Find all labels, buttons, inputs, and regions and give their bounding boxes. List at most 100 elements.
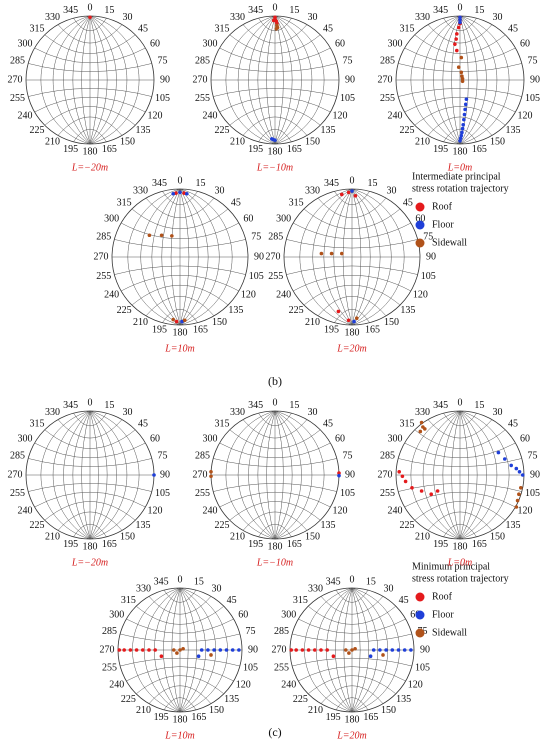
azimuth-label: 105: [340, 93, 355, 104]
azimuth-label: 75: [342, 56, 352, 67]
meridian: [459, 410, 478, 540]
azimuth-label: 210: [415, 137, 430, 148]
azimuth-label: 0: [178, 175, 183, 186]
parallel: [242, 511, 308, 531]
parallel: [213, 63, 337, 72]
azimuth-label: 150: [381, 705, 396, 716]
point: [171, 191, 175, 196]
point: [517, 492, 521, 497]
azimuth-label: 105: [340, 488, 355, 499]
meridian: [351, 587, 369, 713]
meridian: [274, 15, 313, 145]
azimuth-label: 0: [88, 2, 93, 13]
meridian: [179, 188, 220, 326]
azimuth-label: 75: [157, 451, 167, 462]
azimuth-label: 180: [173, 327, 188, 338]
point: [313, 648, 317, 652]
meridian: [257, 410, 276, 540]
azimuth-label: 210: [45, 137, 60, 148]
azimuth-label: 195: [433, 144, 448, 155]
azimuth-label: 105: [421, 271, 436, 282]
azimuth-label: 285: [380, 451, 395, 462]
point: [456, 25, 461, 30]
point: [196, 654, 201, 658]
azimuth-label: 60: [410, 609, 420, 620]
point: [340, 192, 344, 197]
point: [325, 648, 330, 652]
parallel: [135, 675, 225, 695]
azimuth-label: 225: [399, 125, 414, 136]
meridian: [422, 15, 461, 145]
parallel: [120, 222, 240, 240]
parallel: [258, 523, 292, 537]
azimuth-label: 75: [246, 626, 256, 637]
azimuth-label: 15: [474, 400, 484, 411]
azimuth-label: 0: [178, 574, 183, 585]
azimuth-label: 105: [525, 93, 540, 104]
azimuth-label: 90: [254, 251, 264, 262]
parallel: [148, 596, 212, 615]
meridian: [89, 410, 140, 540]
azimuth-label: 45: [323, 23, 333, 34]
azimuth-label: 270: [378, 74, 393, 85]
meridian: [140, 188, 181, 326]
point: [147, 648, 151, 652]
meridian: [72, 15, 91, 145]
meridian: [451, 410, 461, 540]
azimuth-label: 180: [345, 714, 360, 725]
azimuth-label: 105: [155, 93, 170, 104]
parallel: [163, 589, 197, 603]
point: [117, 648, 122, 652]
azimuth-label: 0: [273, 397, 278, 408]
parallel: [213, 458, 337, 467]
meridian: [89, 410, 128, 540]
azimuth-label: 285: [195, 451, 210, 462]
meridian: [170, 188, 181, 326]
point: [460, 130, 464, 135]
azimuth-label: 60: [520, 433, 530, 444]
azimuth-label: 345: [248, 5, 263, 16]
parallel: [120, 657, 240, 667]
azimuth-label: 15: [289, 400, 299, 411]
point: [519, 486, 523, 490]
azimuth-label: 225: [293, 694, 308, 705]
parallel: [145, 296, 215, 317]
point: [159, 233, 164, 238]
azimuth-label: 345: [324, 178, 339, 189]
chart-title: L=10m: [164, 730, 195, 741]
azimuth-label: 195: [433, 539, 448, 550]
parallel: [57, 511, 123, 531]
azimuth-label: 285: [96, 232, 111, 243]
azimuth-label: 270: [193, 74, 208, 85]
point: [289, 648, 294, 652]
point: [400, 474, 405, 479]
meridian: [274, 15, 325, 145]
meridian: [89, 15, 128, 145]
meridian: [351, 188, 381, 326]
azimuth-label: 225: [117, 305, 132, 316]
point: [464, 97, 469, 101]
azimuth-label: 165: [472, 144, 487, 155]
meridian: [161, 188, 181, 326]
azimuth-label: 120: [408, 679, 423, 690]
point: [460, 76, 465, 81]
legend-swatch: [415, 238, 425, 248]
azimuth-label: 225: [29, 520, 44, 531]
point: [435, 489, 440, 493]
point: [153, 648, 157, 652]
legend-label: Roof: [432, 201, 453, 212]
azimuth-label: 45: [227, 595, 237, 606]
azimuth-label: 345: [248, 400, 263, 411]
parallel: [427, 24, 493, 44]
point: [371, 648, 376, 652]
azimuth-label: 195: [248, 144, 263, 155]
meridian: [89, 15, 117, 145]
azimuth-label: 0: [458, 397, 463, 408]
parallel: [242, 419, 308, 439]
meridian: [225, 410, 276, 540]
azimuth-label: 330: [230, 12, 245, 23]
azimuth-label: 60: [238, 609, 248, 620]
azimuth-label: 195: [154, 712, 169, 723]
meridian: [459, 15, 478, 145]
azimuth-label: 210: [230, 532, 245, 543]
